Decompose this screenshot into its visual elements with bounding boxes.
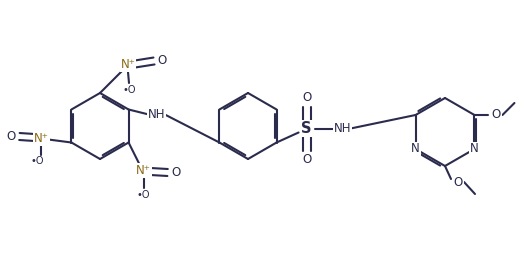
Text: O: O: [453, 176, 463, 188]
Text: S: S: [302, 121, 312, 136]
Text: •O: •O: [137, 190, 151, 200]
Text: NH: NH: [334, 122, 351, 135]
Text: N⁺: N⁺: [136, 164, 151, 177]
Text: O: O: [302, 91, 311, 104]
Text: N⁺: N⁺: [120, 59, 136, 72]
Text: •O: •O: [122, 85, 136, 95]
Text: O: O: [492, 109, 501, 121]
Text: •O: •O: [31, 157, 44, 167]
Text: N: N: [470, 143, 479, 155]
Text: NH: NH: [148, 108, 165, 121]
Text: O: O: [157, 54, 166, 68]
Text: O: O: [7, 130, 16, 143]
Text: N⁺: N⁺: [34, 132, 49, 145]
Text: N: N: [411, 143, 420, 155]
Text: O: O: [171, 166, 180, 179]
Text: O: O: [302, 153, 311, 166]
